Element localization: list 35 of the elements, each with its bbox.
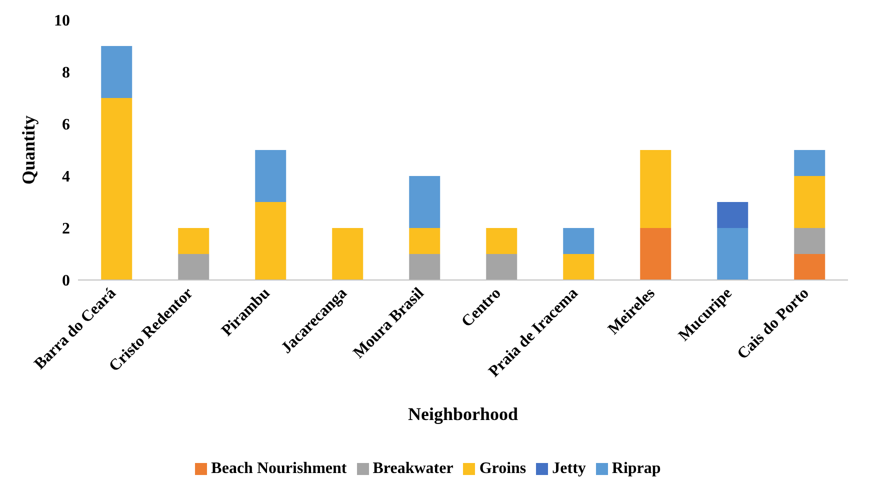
bar: [101, 98, 132, 280]
bar: [178, 254, 210, 280]
bar: [101, 46, 132, 98]
legend-label: Riprap: [612, 460, 661, 477]
legend-label: Groins: [479, 460, 526, 477]
bar: [717, 202, 748, 228]
bar: [794, 150, 826, 176]
legend-label: Jetty: [552, 460, 586, 477]
bar: [178, 228, 210, 254]
y-tick-label: 4: [62, 168, 70, 186]
bar: [255, 202, 286, 280]
legend-label: Breakwater: [372, 460, 454, 477]
bar: [255, 150, 286, 202]
bar: [563, 228, 594, 254]
y-axis-title: Quantity: [18, 115, 38, 185]
y-tick-label: 8: [62, 64, 70, 82]
bar: [409, 176, 440, 228]
bar: [486, 228, 518, 254]
legend-label: Beach Nourishment: [211, 460, 347, 477]
y-tick-label: 10: [54, 12, 70, 30]
bar: [717, 228, 748, 280]
bar: [794, 254, 826, 280]
bar: [794, 228, 826, 254]
bar: [409, 228, 440, 254]
bar: [409, 254, 440, 280]
bar: [640, 150, 672, 228]
x-axis-title: Neighborhood: [408, 404, 518, 424]
bar: [640, 228, 672, 280]
y-tick-label: 0: [62, 272, 70, 290]
bar: [332, 228, 364, 280]
bar: [486, 254, 518, 280]
bar: [794, 176, 826, 228]
bar: [563, 254, 594, 280]
y-tick-label: 6: [62, 116, 70, 134]
y-tick-label: 2: [62, 220, 70, 238]
